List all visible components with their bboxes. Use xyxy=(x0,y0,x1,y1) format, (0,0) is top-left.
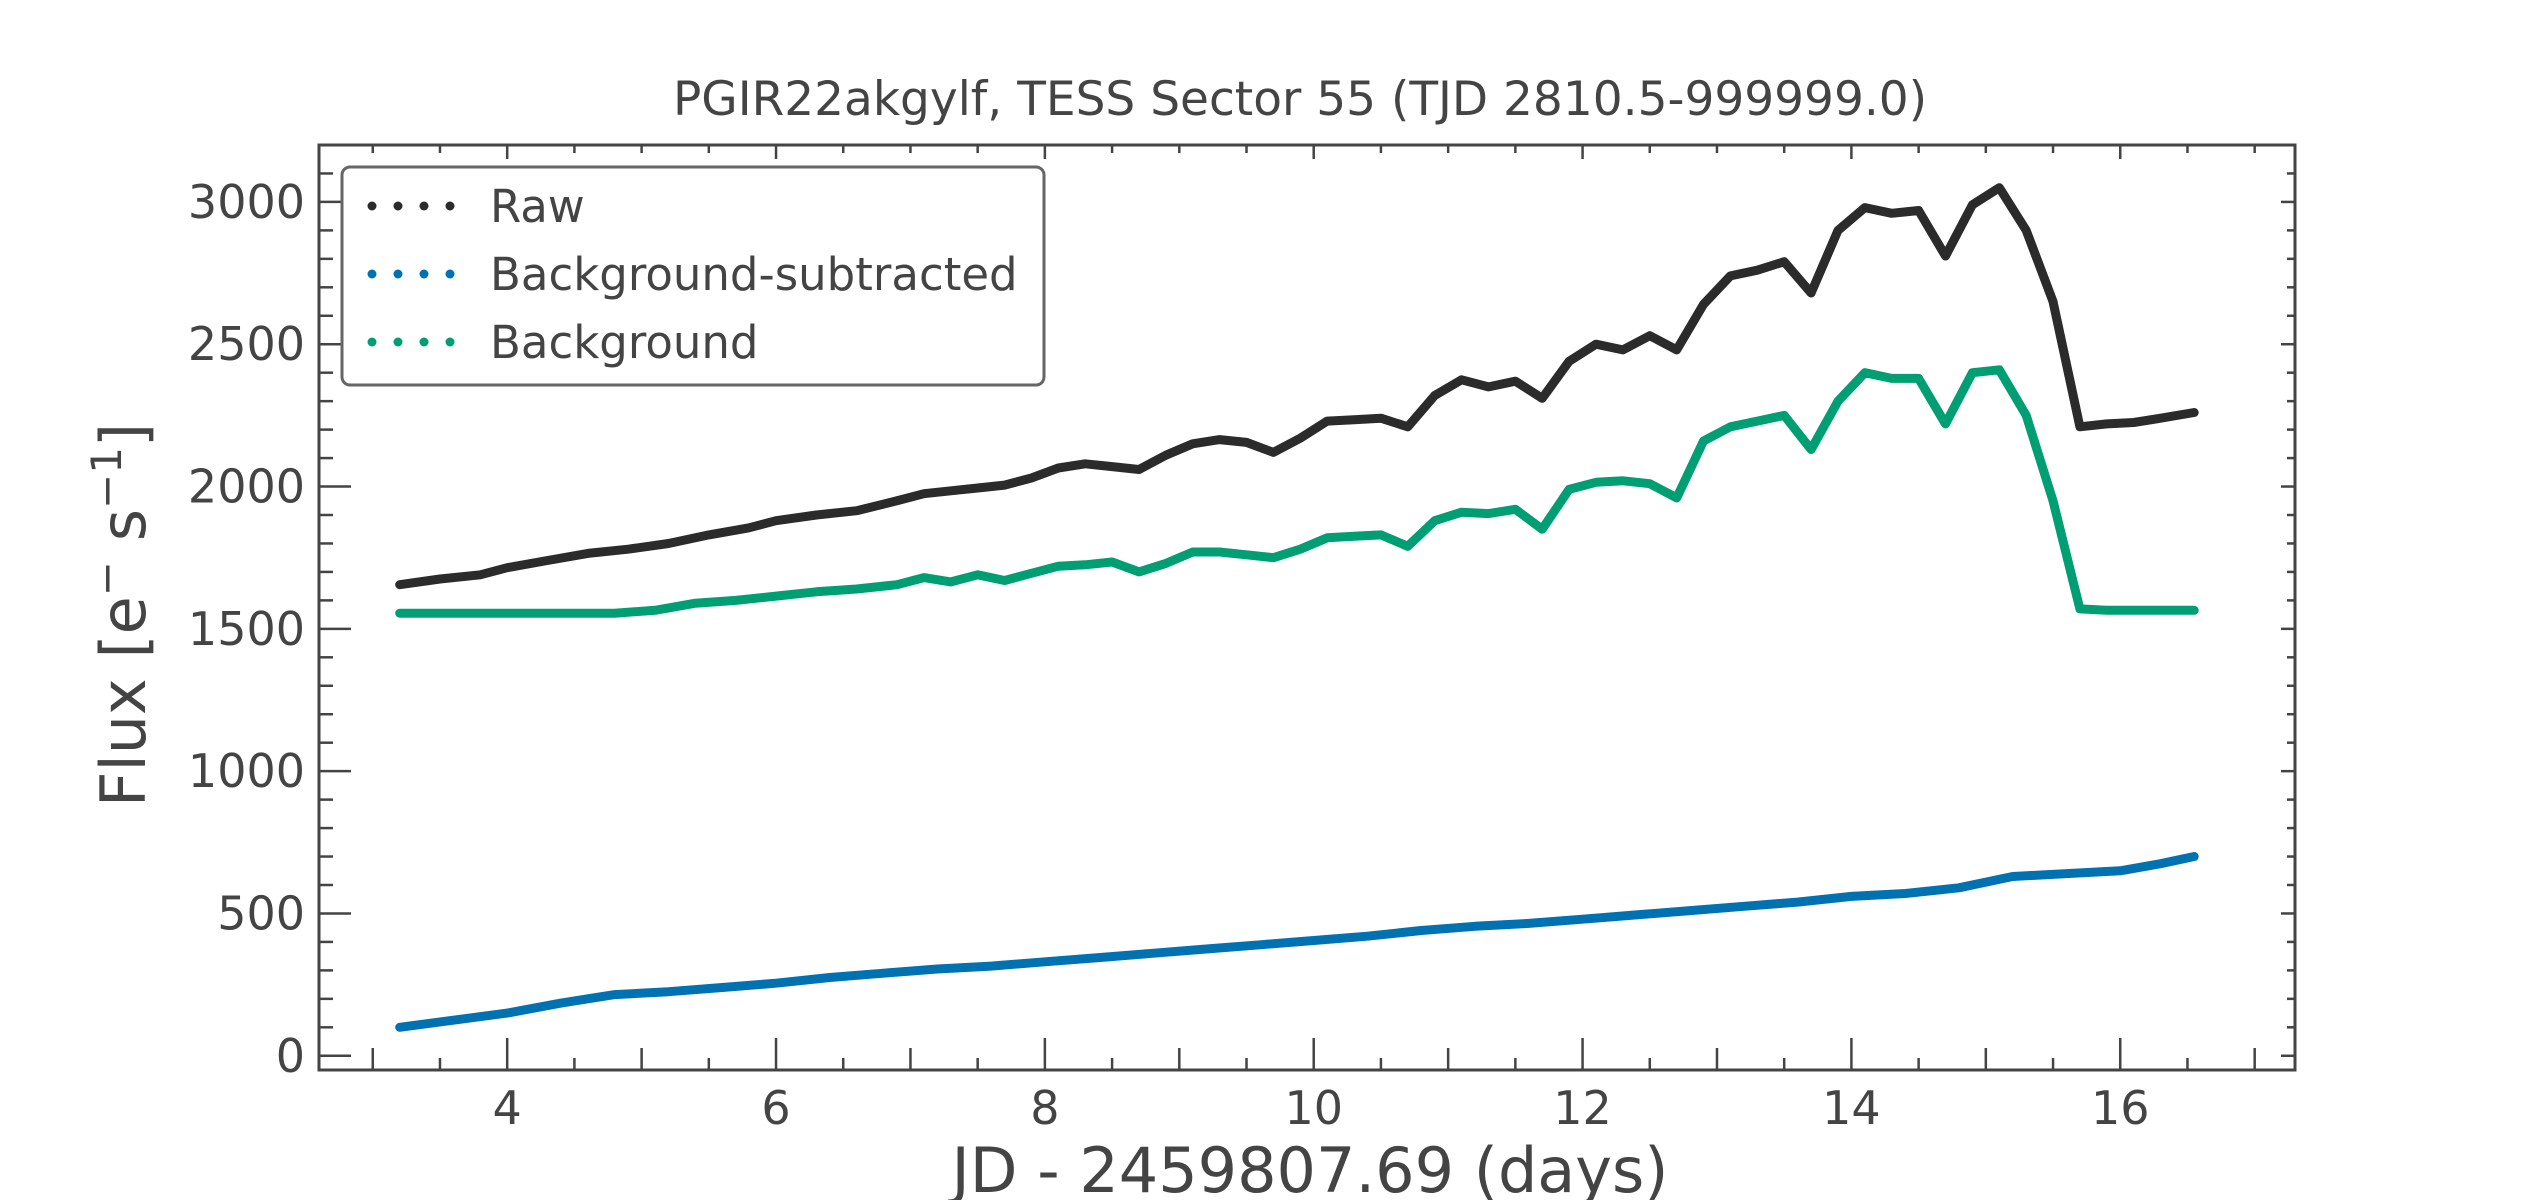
y-axis-tick-labels: 0 500 1000 1500 2000 2500 3000 xyxy=(188,175,305,1083)
legend-marker-dot xyxy=(419,201,429,211)
y-axis-label: Flux [e− s−1] xyxy=(82,423,161,807)
x-tick-label: 16 xyxy=(2091,1081,2150,1135)
y-axis-label-sup2: −1 xyxy=(82,447,131,509)
series-line-raw xyxy=(395,183,2199,590)
x-tick-label: 8 xyxy=(1030,1081,1059,1135)
x-tick-label: 14 xyxy=(1822,1081,1881,1135)
y-tick-label: 1500 xyxy=(188,602,305,656)
y-axis-label-end: ] xyxy=(87,423,160,447)
x-axis-ticks xyxy=(371,145,2256,1070)
legend-marker-dot xyxy=(419,337,429,347)
legend-label: Raw xyxy=(490,180,585,233)
legend-marker-dot xyxy=(445,269,455,279)
x-tick-label: 6 xyxy=(761,1081,790,1135)
y-tick-label: 1000 xyxy=(188,744,305,798)
y-tick-label: 2000 xyxy=(188,460,305,514)
y-tick-label: 0 xyxy=(276,1029,305,1083)
legend: Raw Background-subtracted Background xyxy=(340,165,1046,387)
y-axis-label-mid: s xyxy=(87,509,160,561)
legend-marker-dot xyxy=(393,201,403,211)
x-tick-label: 10 xyxy=(1284,1081,1343,1135)
x-axis-label: JD - 2459807.69 (days) xyxy=(948,1134,1669,1200)
legend-marker-dot xyxy=(367,201,377,211)
legend-marker-dot xyxy=(445,337,455,347)
y-tick-label: 500 xyxy=(217,886,305,940)
y-tick-label: 3000 xyxy=(188,175,305,229)
legend-marker-dot xyxy=(393,337,403,347)
legend-marker-dot xyxy=(445,201,455,211)
legend-marker-dot xyxy=(393,269,403,279)
legend-marker-dot xyxy=(419,269,429,279)
x-tick-label: 12 xyxy=(1553,1081,1612,1135)
series-line-background xyxy=(395,365,2199,618)
legend-marker-dot xyxy=(367,337,377,347)
plot-frame xyxy=(317,143,2297,1072)
y-tick-label: 2500 xyxy=(188,317,305,371)
legend-label: Background xyxy=(490,316,758,369)
y-axis-label-sup1: − xyxy=(82,561,131,596)
legend-marker-dot xyxy=(367,269,377,279)
series-layer xyxy=(395,183,2199,1032)
chart-title: PGIR22akgylf, TESS Sector 55 (TJD 2810.5… xyxy=(673,72,1927,127)
x-axis-tick-labels: 4 6 8 10 12 14 16 xyxy=(493,1081,2150,1135)
x-tick-label: 4 xyxy=(493,1081,522,1135)
y-axis-label-main: Flux [e xyxy=(87,596,160,807)
plot-area xyxy=(395,183,2199,1032)
series-line-background-subtracted xyxy=(395,852,2199,1032)
legend-label: Background-subtracted xyxy=(490,248,1018,301)
legend-box xyxy=(340,165,1046,387)
